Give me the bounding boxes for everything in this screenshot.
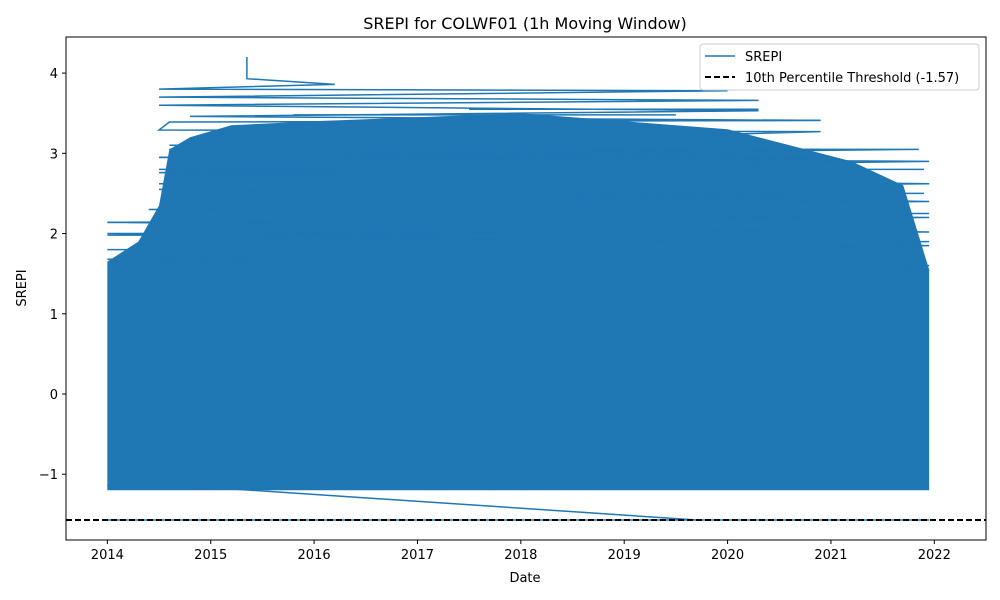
- x-tick-label: 2019: [608, 548, 641, 563]
- y-tick-label: 4: [50, 67, 58, 82]
- x-tick-label: 2015: [194, 548, 227, 563]
- y-tick-label: −1: [39, 468, 58, 483]
- y-axis-label: SREPI: [15, 269, 30, 306]
- legend-box: [699, 43, 980, 91]
- y-axis: −1 0 1 2 3 4: [39, 67, 66, 483]
- srepi-series-line: [107, 57, 930, 521]
- y-tick-label: 0: [50, 388, 58, 403]
- legend-threshold-label: 10th Percentile Threshold (-1.57): [745, 71, 959, 86]
- legend: SREPI 10th Percentile Threshold (-1.57): [699, 43, 980, 91]
- x-tick-label: 2016: [298, 548, 331, 563]
- x-axis-label: Date: [509, 571, 540, 586]
- x-tick-label: 2020: [711, 548, 744, 563]
- y-tick-label: 3: [50, 147, 58, 162]
- y-tick-label: 1: [50, 308, 58, 323]
- y-tick-label: 2: [50, 228, 58, 243]
- chart-title: SREPI for COLWF01 (1h Moving Window): [363, 14, 686, 33]
- axes-frame: [65, 36, 987, 541]
- x-tick-label: 2021: [814, 548, 847, 563]
- x-tick-label: 2017: [401, 548, 434, 563]
- x-tick-label: 2018: [504, 548, 537, 563]
- x-tick-label: 2022: [918, 548, 951, 563]
- x-tick-label: 2014: [91, 548, 124, 563]
- legend-srepi-label: SREPI: [745, 50, 782, 65]
- plot-area: [66, 57, 986, 521]
- x-axis: 2014 2015 2016 2017 2018 2019 2020 2021 2022: [91, 540, 951, 563]
